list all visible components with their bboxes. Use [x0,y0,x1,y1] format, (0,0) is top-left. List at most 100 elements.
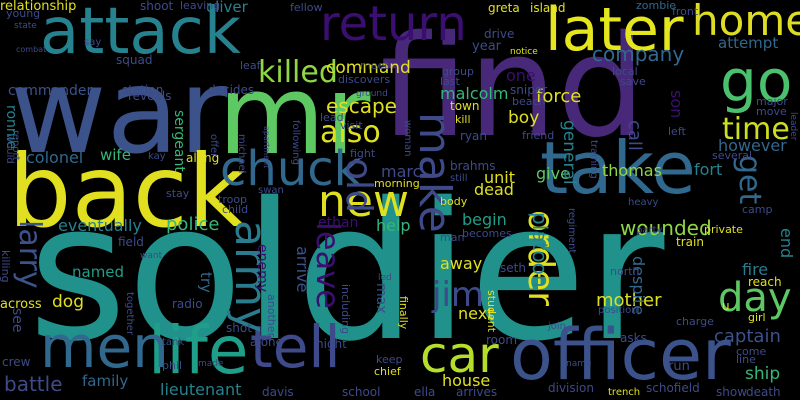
word-along: along [186,151,220,165]
word-sergeant: sergeant [171,110,187,172]
word-north: north [610,265,640,278]
word-command: command [326,58,411,78]
word-try: try [197,272,215,293]
word-stay: stay [166,187,190,200]
word-shot: shot [226,321,252,335]
word-phil: phil [162,359,183,372]
word-greta: greta [488,1,520,15]
word-join: join [548,321,567,332]
word-back: back [8,133,246,250]
word-apartment: apartment [262,126,271,169]
word-ground: ground [356,89,388,99]
word-mother: mother [596,290,662,311]
word-company: company [592,42,685,66]
word-commander: commander [8,83,93,99]
word-leader: leader [788,112,798,141]
word-party: party [636,225,663,236]
word-asks: asks [620,331,647,345]
word-killing: killing [0,250,12,283]
word-station: station [122,83,164,97]
word-including: including [339,284,352,335]
word-attack: attack [40,0,241,69]
word-go: go [720,47,793,115]
word-time: time [722,112,790,147]
word-captain: captain [714,326,781,347]
word-attempt: attempt [718,34,779,52]
word-however: however [718,136,787,155]
word-still: still [450,173,468,184]
word-radio: radio [172,297,203,311]
word-fight: fight [350,147,376,160]
word-name: name [566,359,592,369]
word-last: last [440,75,460,88]
word-day: day [718,275,792,321]
word-decides: decides [208,83,255,97]
word-line: line [736,353,756,366]
word-crew: crew [2,355,31,369]
word-family: family [82,372,129,390]
word-new: new [318,176,409,227]
word-end: end [777,228,796,259]
word-old: old [338,158,379,213]
word-also: also [320,115,381,150]
word-arrives: arrives [456,385,498,399]
word-report: report [10,130,21,161]
word-reveals: reveals [128,89,172,103]
word-body: body [440,195,468,208]
word-camp: camp [742,203,773,216]
word-return: return [320,0,467,52]
word-son: son [667,90,686,119]
word-death: death [746,385,781,399]
word-reach: reach [748,275,782,289]
word-larry: larry [12,220,47,289]
word-u: u [722,299,730,313]
word-run: run [668,359,690,374]
word-later: later [545,0,684,65]
word-notice: notice [510,47,538,57]
word-drive: drive [484,27,515,41]
word-say: say [84,37,102,48]
word-training: training [588,140,599,179]
word-begin: begin [462,210,507,229]
word-ryan: ryan [460,129,487,143]
word-made: made [198,359,224,369]
word-year: year [472,39,502,54]
word-visit: visit [340,119,363,132]
word-girl: girl [748,311,766,324]
word-tank: tank [162,337,185,348]
word-help: help [376,216,411,235]
word-led: led [378,273,392,283]
word-malcolm: malcolm [440,84,509,103]
word-heavy: heavy [628,197,659,208]
word-take: take [540,126,696,210]
word-car: car [420,326,499,384]
word-zombie: zombie [636,0,677,12]
word-home: home [692,0,800,45]
word-alone: alone [250,335,284,349]
word-dead: dead [474,180,514,199]
word-want: want [140,251,163,261]
word-police: police [166,214,220,235]
word-battle: battle [4,372,63,396]
word-sniper: sniper [510,83,548,97]
word-ella: ella [414,385,436,399]
word-kill: kill [455,113,471,126]
word-ship: ship [745,364,781,384]
word-eventually: eventually [58,216,142,235]
word-thomas: thomas [602,161,662,180]
word-several: several [712,149,753,162]
word-combat: combat [16,45,47,54]
word-unit: unit [484,168,515,187]
word-michael: michael [236,134,247,174]
word-life: life [148,312,249,389]
word-offer: offer [208,134,219,158]
word-night: night [316,337,347,351]
word-left: left [668,125,686,138]
word-marc: marc [381,162,422,181]
word-field: field [118,235,144,249]
word-find: find [380,6,646,169]
word-together: together [124,292,135,336]
word-move: move [756,105,787,118]
word-swan: swan [258,185,284,196]
word-woman: woman [402,120,413,157]
